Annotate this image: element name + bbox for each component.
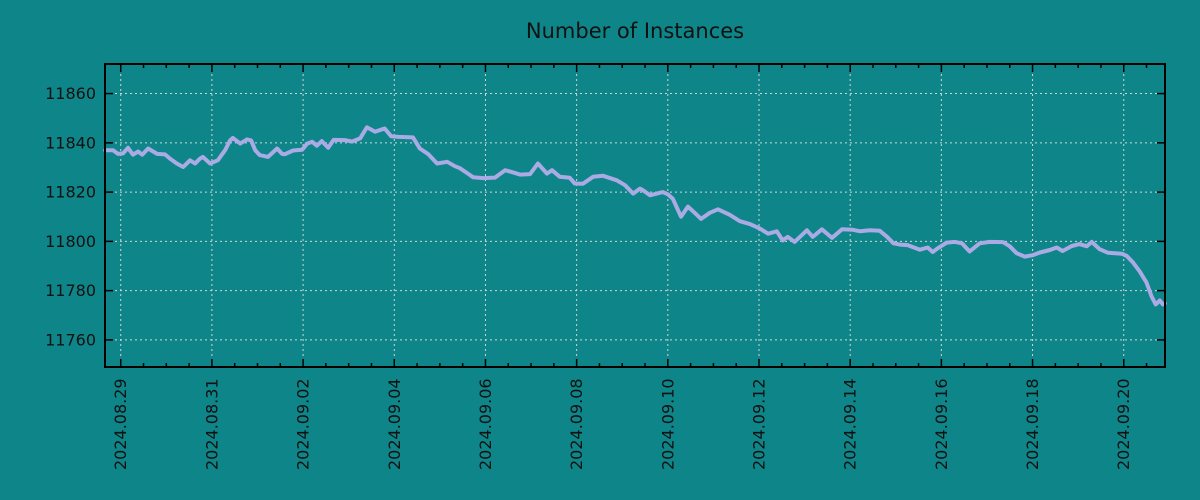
- x-tick-label: 2024.09.20: [1114, 378, 1133, 470]
- chart-title: Number of Instances: [526, 19, 744, 43]
- series-layer: [103, 125, 1167, 307]
- x-tick-label: 2024.09.06: [476, 378, 495, 470]
- axis-layer: [104, 63, 1166, 368]
- plot-border: [104, 63, 1166, 368]
- y-tick-label: 11840: [45, 133, 96, 152]
- x-tick-label: 2024.09.04: [385, 378, 404, 470]
- tick-label-layer: 11760 11780 11800 11820 11840 11860 2024.08.29…: [45, 84, 1133, 470]
- x-tick-label: 2024.09.08: [567, 378, 586, 470]
- y-tick-label: 11800: [45, 232, 96, 251]
- x-tick-label: 2024.09.10: [658, 378, 677, 470]
- y-tick-label: 11780: [45, 281, 96, 300]
- y-tick-label: 11820: [45, 183, 96, 202]
- x-tick-label: 2024.09.12: [750, 378, 769, 470]
- series-line-instances: [103, 125, 1167, 307]
- y-tick-label: 11760: [45, 330, 96, 349]
- y-tick-label: 11860: [45, 84, 96, 103]
- x-tick-label: 2024.09.18: [1023, 378, 1042, 470]
- x-tick-label: 2024.08.29: [111, 378, 130, 470]
- x-tick-label: 2024.09.14: [841, 378, 860, 470]
- x-tick-label: 2024.08.31: [202, 378, 221, 470]
- x-tick-label: 2024.09.02: [294, 378, 313, 470]
- grid-layer: [105, 64, 1165, 367]
- x-tick-label: 2024.09.16: [932, 378, 951, 470]
